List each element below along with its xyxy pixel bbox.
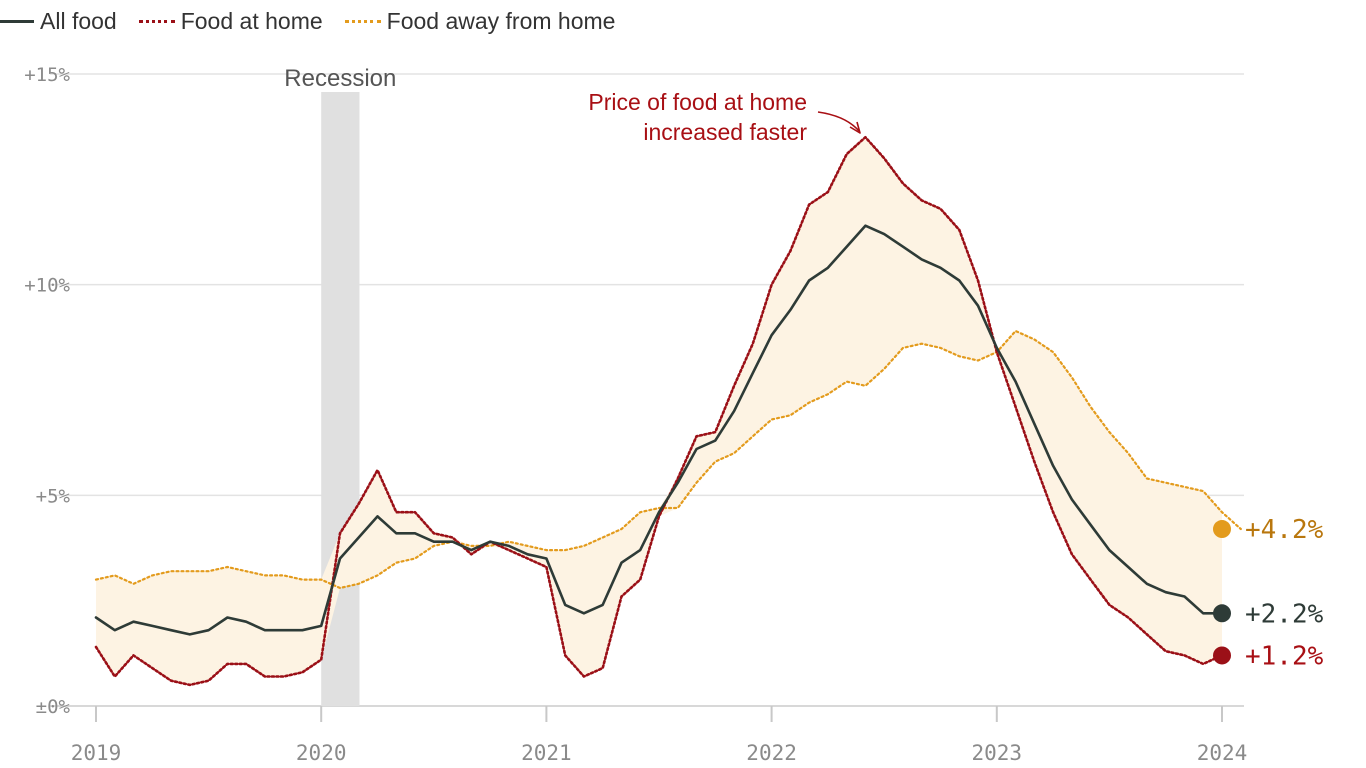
legend-label-all-food: All food — [40, 7, 117, 34]
x-tick-label: 2020 — [296, 741, 347, 765]
legend-label-food-at-home: Food at home — [180, 7, 323, 34]
legend-swatch-all-food — [0, 19, 34, 23]
x-tick-label: 2021 — [521, 741, 572, 765]
legend-item-all-food: All food — [0, 8, 117, 35]
annotation-arrowhead — [849, 121, 861, 134]
y-tick-label: +15% — [24, 64, 70, 86]
series-line-food-away — [94, 329, 1242, 590]
end-label-food-away: +4.2% — [1245, 515, 1324, 545]
x-tick-label: 2022 — [746, 741, 797, 765]
series-line-all-food — [94, 224, 1224, 636]
grid-layer — [50, 73, 1244, 707]
y-tick-label: +5% — [36, 485, 71, 507]
x-tick-label: 2019 — [71, 741, 122, 765]
series-line-food-at-home — [94, 135, 1224, 687]
end-label-food-at-home: +1.2% — [1245, 641, 1324, 671]
end-dot-food-at-home — [1213, 646, 1231, 665]
annotation-layer: Price of food at home increased faster — [588, 89, 861, 145]
series-layer — [94, 135, 1242, 687]
legend-item-food-away: Food away from home — [344, 7, 616, 35]
end-label-layer: +4.2% +2.2% +1.2% — [1213, 515, 1324, 671]
x-tick-label: 2023 — [972, 741, 1023, 765]
annotation-arrow — [817, 111, 860, 132]
range-band — [96, 137, 1222, 685]
annotation-text: Price of food at home — [588, 89, 807, 115]
y-tick-label: ±0% — [36, 696, 71, 718]
x-tick-label: 2024 — [1197, 741, 1248, 765]
legend-swatch-food-at-home — [138, 19, 175, 23]
legend: All food Food at home Food away from hom… — [0, 6, 637, 36]
recession-label: Recession — [284, 65, 396, 92]
legend-item-food-at-home: Food at home — [138, 7, 323, 35]
y-tick-label: +10% — [24, 275, 70, 297]
end-dot-all-food — [1213, 604, 1231, 623]
legend-swatch-food-away — [344, 19, 381, 23]
band-layer — [96, 137, 1222, 685]
annotation-text: increased faster — [643, 119, 807, 145]
legend-label-food-away: Food away from home — [386, 7, 616, 34]
end-label-all-food: +2.2% — [1245, 599, 1324, 629]
end-dot-food-away — [1213, 520, 1231, 539]
axis-layer: ±0% +5% +10% +15% 2019 2020 2021 2022 2023 2024 — [24, 64, 1247, 765]
